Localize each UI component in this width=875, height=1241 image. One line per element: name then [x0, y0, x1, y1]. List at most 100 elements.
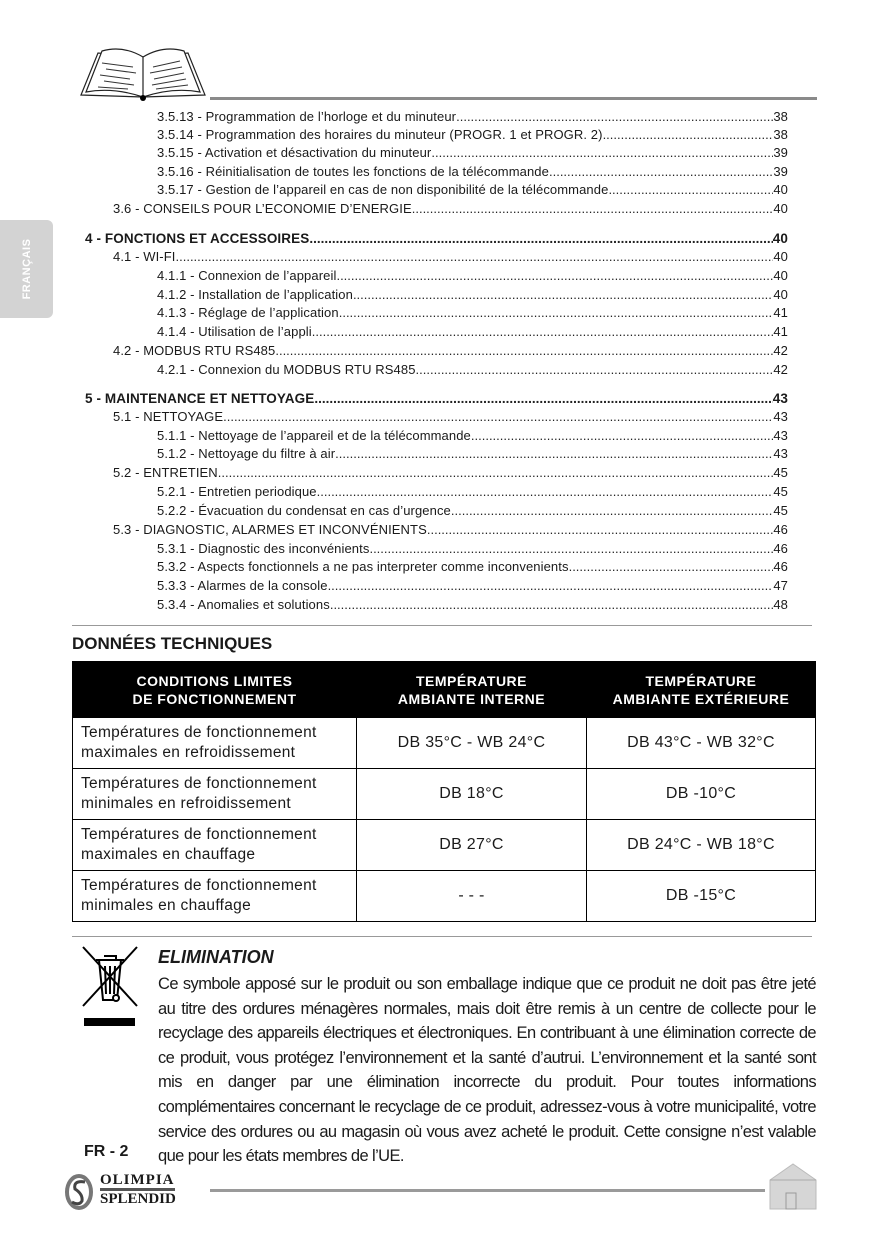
toc-entry-label: 5.3.3 - Alarmes de la console	[157, 578, 328, 593]
page-number: FR - 2	[84, 1143, 129, 1160]
toc-entry[interactable]: 3.5.13 - Programmation de l’horloge et d…	[157, 109, 788, 125]
weee-bar	[84, 1018, 135, 1026]
dot-leader	[223, 409, 773, 425]
dot-leader	[335, 446, 773, 462]
toc-entry[interactable]: 4.1 - WI-FI 40	[113, 249, 788, 265]
toc-entry-page: 48	[773, 597, 788, 612]
toc-entry[interactable]: 4.1.2 - Installation de l’application 40	[157, 287, 788, 303]
toc-entry-page: 40	[773, 268, 788, 283]
toc-entry[interactable]: 5.1 - NETTOYAGE 43	[113, 409, 788, 425]
toc-entry-page: 40	[773, 249, 788, 264]
toc-entry-page: 43	[773, 409, 788, 424]
toc-entry-label: 5.3 - DIAGNOSTIC, ALARMES ET INCONVÉNIEN…	[113, 522, 427, 537]
toc-entry-page: 39	[773, 164, 788, 179]
table-row: Températures de fonctionnement minimales …	[72, 870, 816, 922]
book-icon	[80, 48, 206, 101]
condition-label: Températures de fonctionnement minimales …	[72, 870, 357, 922]
external-temp: DB -10°C	[586, 768, 816, 820]
toc-entry-label: 3.6 - CONSEILS POUR L’ECONOMIE D’ENERGIE	[113, 201, 412, 216]
dot-leader	[353, 287, 773, 303]
toc-entry[interactable]: 4.2 - MODBUS RTU RS485 42	[113, 343, 788, 359]
toc-entry-label: 3.5.17 - Gestion de l’appareil en cas de…	[157, 182, 609, 197]
toc-entry[interactable]: 4 - FONCTIONS ET ACCESSOIRES 40	[85, 231, 788, 247]
dot-leader	[176, 249, 774, 265]
toc-entry-page: 42	[773, 362, 788, 377]
toc-entry-page: 43	[773, 446, 788, 461]
toc-entry-label: 4.1.1 - Connexion de l’appareil	[157, 268, 337, 283]
toc-entry-label: 5.3.1 - Diagnostic des inconvénients	[157, 541, 370, 556]
table-row: Températures de fonctionnement minimales …	[72, 768, 816, 820]
weee-bin-icon	[82, 946, 138, 1007]
toc-entry[interactable]: 5.1.2 - Nettoyage du filtre à air 43	[157, 446, 788, 462]
toc-entry[interactable]: 4.2.1 - Connexion du MODBUS RTU RS485 42	[157, 362, 788, 378]
dot-leader	[456, 109, 773, 125]
external-temp: DB 43°C - WB 32°C	[586, 717, 816, 769]
dot-leader	[412, 201, 774, 217]
toc-entry[interactable]: 3.5.16 - Réinitialisation de toutes les …	[157, 164, 788, 180]
toc-entry[interactable]: 5.1.1 - Nettoyage de l’appareil et de la…	[157, 428, 788, 444]
toc-entry[interactable]: 3.5.14 - Programmation des horaires du m…	[157, 127, 788, 143]
toc-entry[interactable]: 5.3.1 - Diagnostic des inconvénients 46	[157, 541, 788, 557]
dot-leader	[369, 541, 773, 557]
toc-entry-page: 39	[773, 145, 788, 160]
toc-entry-label: 4 - FONCTIONS ET ACCESSOIRES	[85, 231, 310, 246]
header-external: TEMPÉRATURE AMBIANTE EXTÉRIEURE	[586, 661, 816, 718]
header-internal: TEMPÉRATURE AMBIANTE INTERNE	[356, 661, 587, 718]
toc-entry-page: 41	[773, 305, 788, 320]
toc-entry[interactable]: 5.2 - ENTRETIEN 45	[113, 465, 788, 481]
toc-entry[interactable]: 4.1.1 - Connexion de l’appareil 40	[157, 268, 788, 284]
condition-label: Températures de fonctionnement minimales …	[72, 768, 357, 820]
internal-temp: DB 18°C	[356, 768, 587, 820]
toc-entry-label: 4.2 - MODBUS RTU RS485	[113, 343, 276, 358]
toc-entry-label: 5 - MAINTENANCE ET NETTOYAGE	[85, 391, 315, 406]
dot-leader	[336, 268, 773, 284]
toc-entry[interactable]: 5.2.2 - Évacuation du condensat en cas d…	[157, 503, 788, 519]
toc-entry-label: 5.3.2 - Aspects fonctionnels a ne pas in…	[157, 559, 569, 574]
dot-leader	[431, 145, 773, 161]
section-title: DONNÉES TECHNIQUES	[72, 634, 273, 653]
toc-entry[interactable]: 5 - MAINTENANCE ET NETTOYAGE 43	[85, 391, 788, 407]
dot-leader	[218, 465, 774, 481]
tech-data-table: CONDITIONS LIMITES DE FONCTIONNEMENT TEMP…	[72, 661, 816, 922]
toc-entry-page: 47	[773, 578, 788, 593]
condition-label: Températures de fonctionnement maximales …	[72, 717, 357, 769]
toc-entry-label: 3.5.15 - Activation et désactivation du …	[157, 145, 432, 160]
table-row: Températures de fonctionnement maximales …	[72, 717, 816, 769]
dot-leader	[317, 484, 774, 500]
dot-leader	[427, 522, 773, 538]
dot-leader	[569, 559, 774, 575]
language-tab-label: FRANÇAIS	[20, 238, 33, 300]
olimpia-splendid-logo: OLIMPIA SPLENDID	[38, 1172, 203, 1210]
toc-entry[interactable]: 3.6 - CONSEILS POUR L’ECONOMIE D’ENERGIE…	[113, 201, 788, 217]
footer-rule	[210, 1189, 765, 1192]
toc-entry[interactable]: 5.3.2 - Aspects fonctionnels a ne pas in…	[157, 559, 788, 575]
dot-leader	[416, 362, 774, 378]
toc-entry-label: 4.1.4 - Utilisation de l’appli	[157, 324, 312, 339]
home-icon[interactable]	[768, 1163, 818, 1211]
toc-entry-page: 43	[773, 428, 788, 443]
toc-entry-label: 4.2.1 - Connexion du MODBUS RTU RS485	[157, 362, 416, 377]
internal-temp: DB 35°C - WB 24°C	[356, 717, 587, 769]
toc-entry-page: 41	[773, 324, 788, 339]
toc-entry-page: 40	[773, 201, 788, 216]
toc-entry[interactable]: 5.3 - DIAGNOSTIC, ALARMES ET INCONVÉNIEN…	[113, 522, 788, 538]
external-temp: DB 24°C - WB 18°C	[586, 819, 816, 871]
toc-entry-label: 3.5.13 - Programmation de l’horloge et d…	[157, 109, 457, 124]
table-header-row: CONDITIONS LIMITES DE FONCTIONNEMENT TEMP…	[72, 661, 816, 718]
toc-entry[interactable]: 4.1.3 - Réglage de l’application 41	[157, 305, 788, 321]
toc-entry-page: 40	[772, 231, 788, 246]
toc-entry[interactable]: 5.3.3 - Alarmes de la console 47	[157, 578, 788, 594]
toc-entry[interactable]: 5.3.4 - Anomalies et solutions 48	[157, 597, 788, 613]
toc-entry-label: 5.2.1 - Entretien periodique	[157, 484, 317, 499]
toc-entry[interactable]: 5.2.1 - Entretien periodique 45	[157, 484, 788, 500]
toc-entry-label: 5.1.2 - Nettoyage du filtre à air	[157, 446, 336, 461]
toc-entry-label: 5.1 - NETTOYAGE	[113, 409, 224, 424]
toc-entry[interactable]: 4.1.4 - Utilisation de l’appli 41	[157, 324, 788, 340]
language-tab[interactable]: FRANÇAIS	[0, 220, 53, 318]
toc-entry-label: 4.1.3 - Réglage de l’application	[157, 305, 339, 320]
dot-leader	[328, 578, 774, 594]
toc-entry[interactable]: 3.5.17 - Gestion de l’appareil en cas de…	[157, 182, 788, 198]
toc-entry[interactable]: 3.5.15 - Activation et désactivation du …	[157, 145, 788, 161]
toc-entry-label: 5.2 - ENTRETIEN	[113, 465, 218, 480]
dot-leader	[330, 597, 774, 613]
